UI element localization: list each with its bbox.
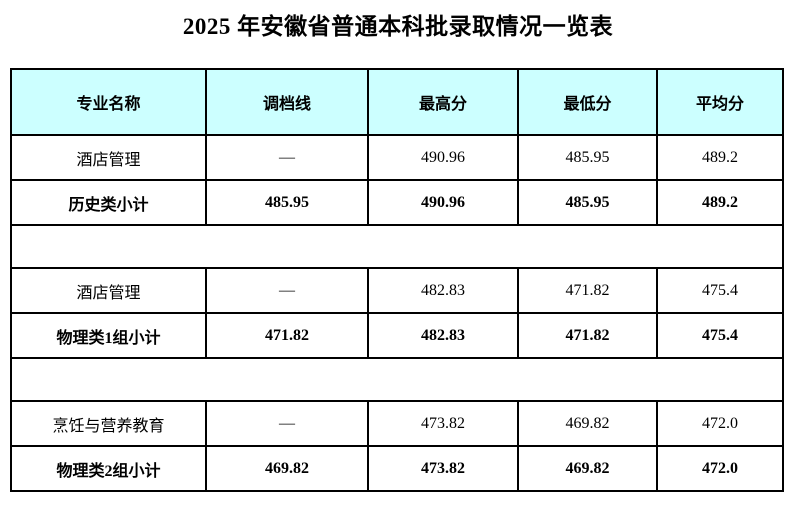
column-header-major-name: 专业名称 [10,68,207,136]
cell-transfer-line: — [205,134,369,181]
cell-major-name: 物理类1组小计 [10,312,207,359]
cell-highest-score: 482.83 [367,312,519,359]
cell-transfer-line: — [205,267,369,314]
cell-average-score: 475.4 [656,267,784,314]
cell-average-score: 475.4 [656,312,784,359]
table-row-subtotal-history: 历史类小计 485.95 490.96 485.95 489.2 [10,179,784,226]
spacer-row [10,357,784,402]
cell-transfer-line: 469.82 [205,445,369,492]
cell-highest-score: 490.96 [367,179,519,226]
cell-average-score: 472.0 [656,400,784,447]
cell-lowest-score: 469.82 [517,445,658,492]
table-row: 烹饪与营养教育 — 473.82 469.82 472.0 [10,400,784,447]
cell-average-score: 489.2 [656,134,784,181]
cell-highest-score: 473.82 [367,400,519,447]
table-row: 酒店管理 — 482.83 471.82 475.4 [10,267,784,314]
spacer-cell [10,224,784,269]
spacer-row [10,224,784,269]
column-header-transfer-line: 调档线 [205,68,369,136]
column-header-lowest-score: 最低分 [517,68,658,136]
cell-transfer-line: 471.82 [205,312,369,359]
cell-lowest-score: 485.95 [517,134,658,181]
cell-lowest-score: 485.95 [517,179,658,226]
page-title: 2025 年安徽省普通本科批录取情况一览表 [182,14,614,39]
cell-transfer-line: — [205,400,369,447]
cell-average-score: 472.0 [656,445,784,492]
cell-lowest-score: 471.82 [517,312,658,359]
cell-highest-score: 490.96 [367,134,519,181]
cell-highest-score: 473.82 [367,445,519,492]
table-row-subtotal-physics-2: 物理类2组小计 469.82 473.82 469.82 472.0 [10,445,784,492]
cell-average-score: 489.2 [656,179,784,226]
cell-highest-score: 482.83 [367,267,519,314]
spacer-cell [10,357,784,402]
cell-lowest-score: 471.82 [517,267,658,314]
cell-major-name: 烹饪与营养教育 [10,400,207,447]
column-header-average-score: 平均分 [656,68,784,136]
table-header-row: 专业名称 调档线 最高分 最低分 平均分 [10,68,784,136]
column-header-highest-score: 最高分 [367,68,519,136]
cell-transfer-line: 485.95 [205,179,369,226]
cell-major-name: 物理类2组小计 [10,445,207,492]
cell-major-name: 酒店管理 [10,267,207,314]
cell-major-name: 酒店管理 [10,134,207,181]
table-row: 酒店管理 — 490.96 485.95 489.2 [10,134,784,181]
table-row-subtotal-physics-1: 物理类1组小计 471.82 482.83 471.82 475.4 [10,312,784,359]
admission-score-table: 专业名称 调档线 最高分 最低分 平均分 酒店管理 — 490.96 485.9… [10,68,784,492]
cell-lowest-score: 469.82 [517,400,658,447]
cell-major-name: 历史类小计 [10,179,207,226]
